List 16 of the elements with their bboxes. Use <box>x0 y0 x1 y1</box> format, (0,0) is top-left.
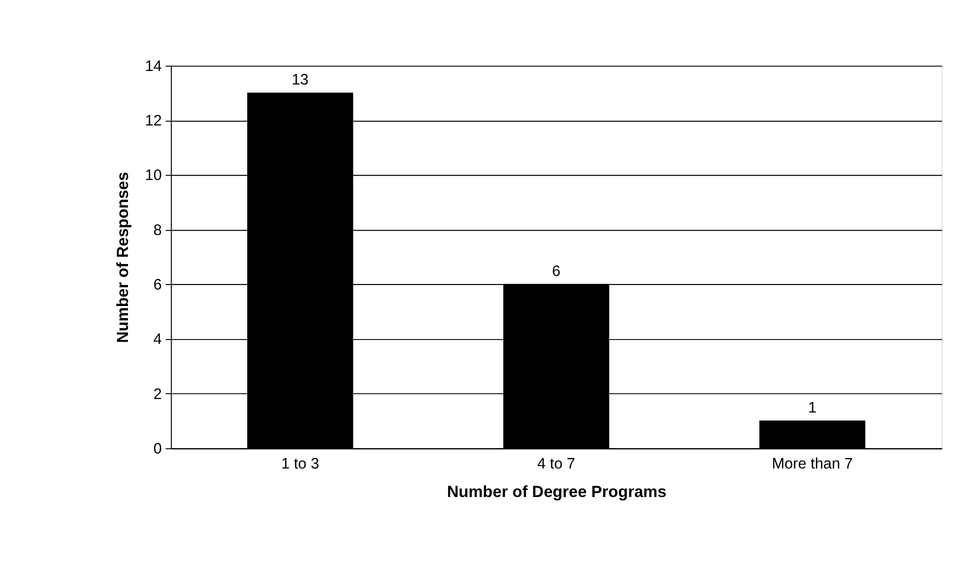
data-label: 13 <box>292 71 309 88</box>
x-axis-title: Number of Degree Programs <box>446 483 667 502</box>
x-tick-label: 1 to 3 <box>281 456 320 473</box>
y-tick-label: 0 <box>153 440 162 458</box>
y-tick-label: 2 <box>153 386 162 403</box>
data-label: 1 <box>808 399 817 416</box>
y-axis-title: Number of Responses <box>114 172 132 344</box>
data-label: 6 <box>552 262 560 280</box>
y-tick-label: 6 <box>153 276 162 294</box>
y-tick-label: 14 <box>144 58 162 75</box>
x-tick-label: 4 to 7 <box>537 456 576 473</box>
y-tick-label: 10 <box>144 167 162 184</box>
x-tick-label: More than 7 <box>772 456 853 473</box>
y-tick-label: 12 <box>144 112 162 130</box>
y-tick-label: 4 <box>153 331 162 348</box>
y-tick-label: 8 <box>153 222 162 239</box>
